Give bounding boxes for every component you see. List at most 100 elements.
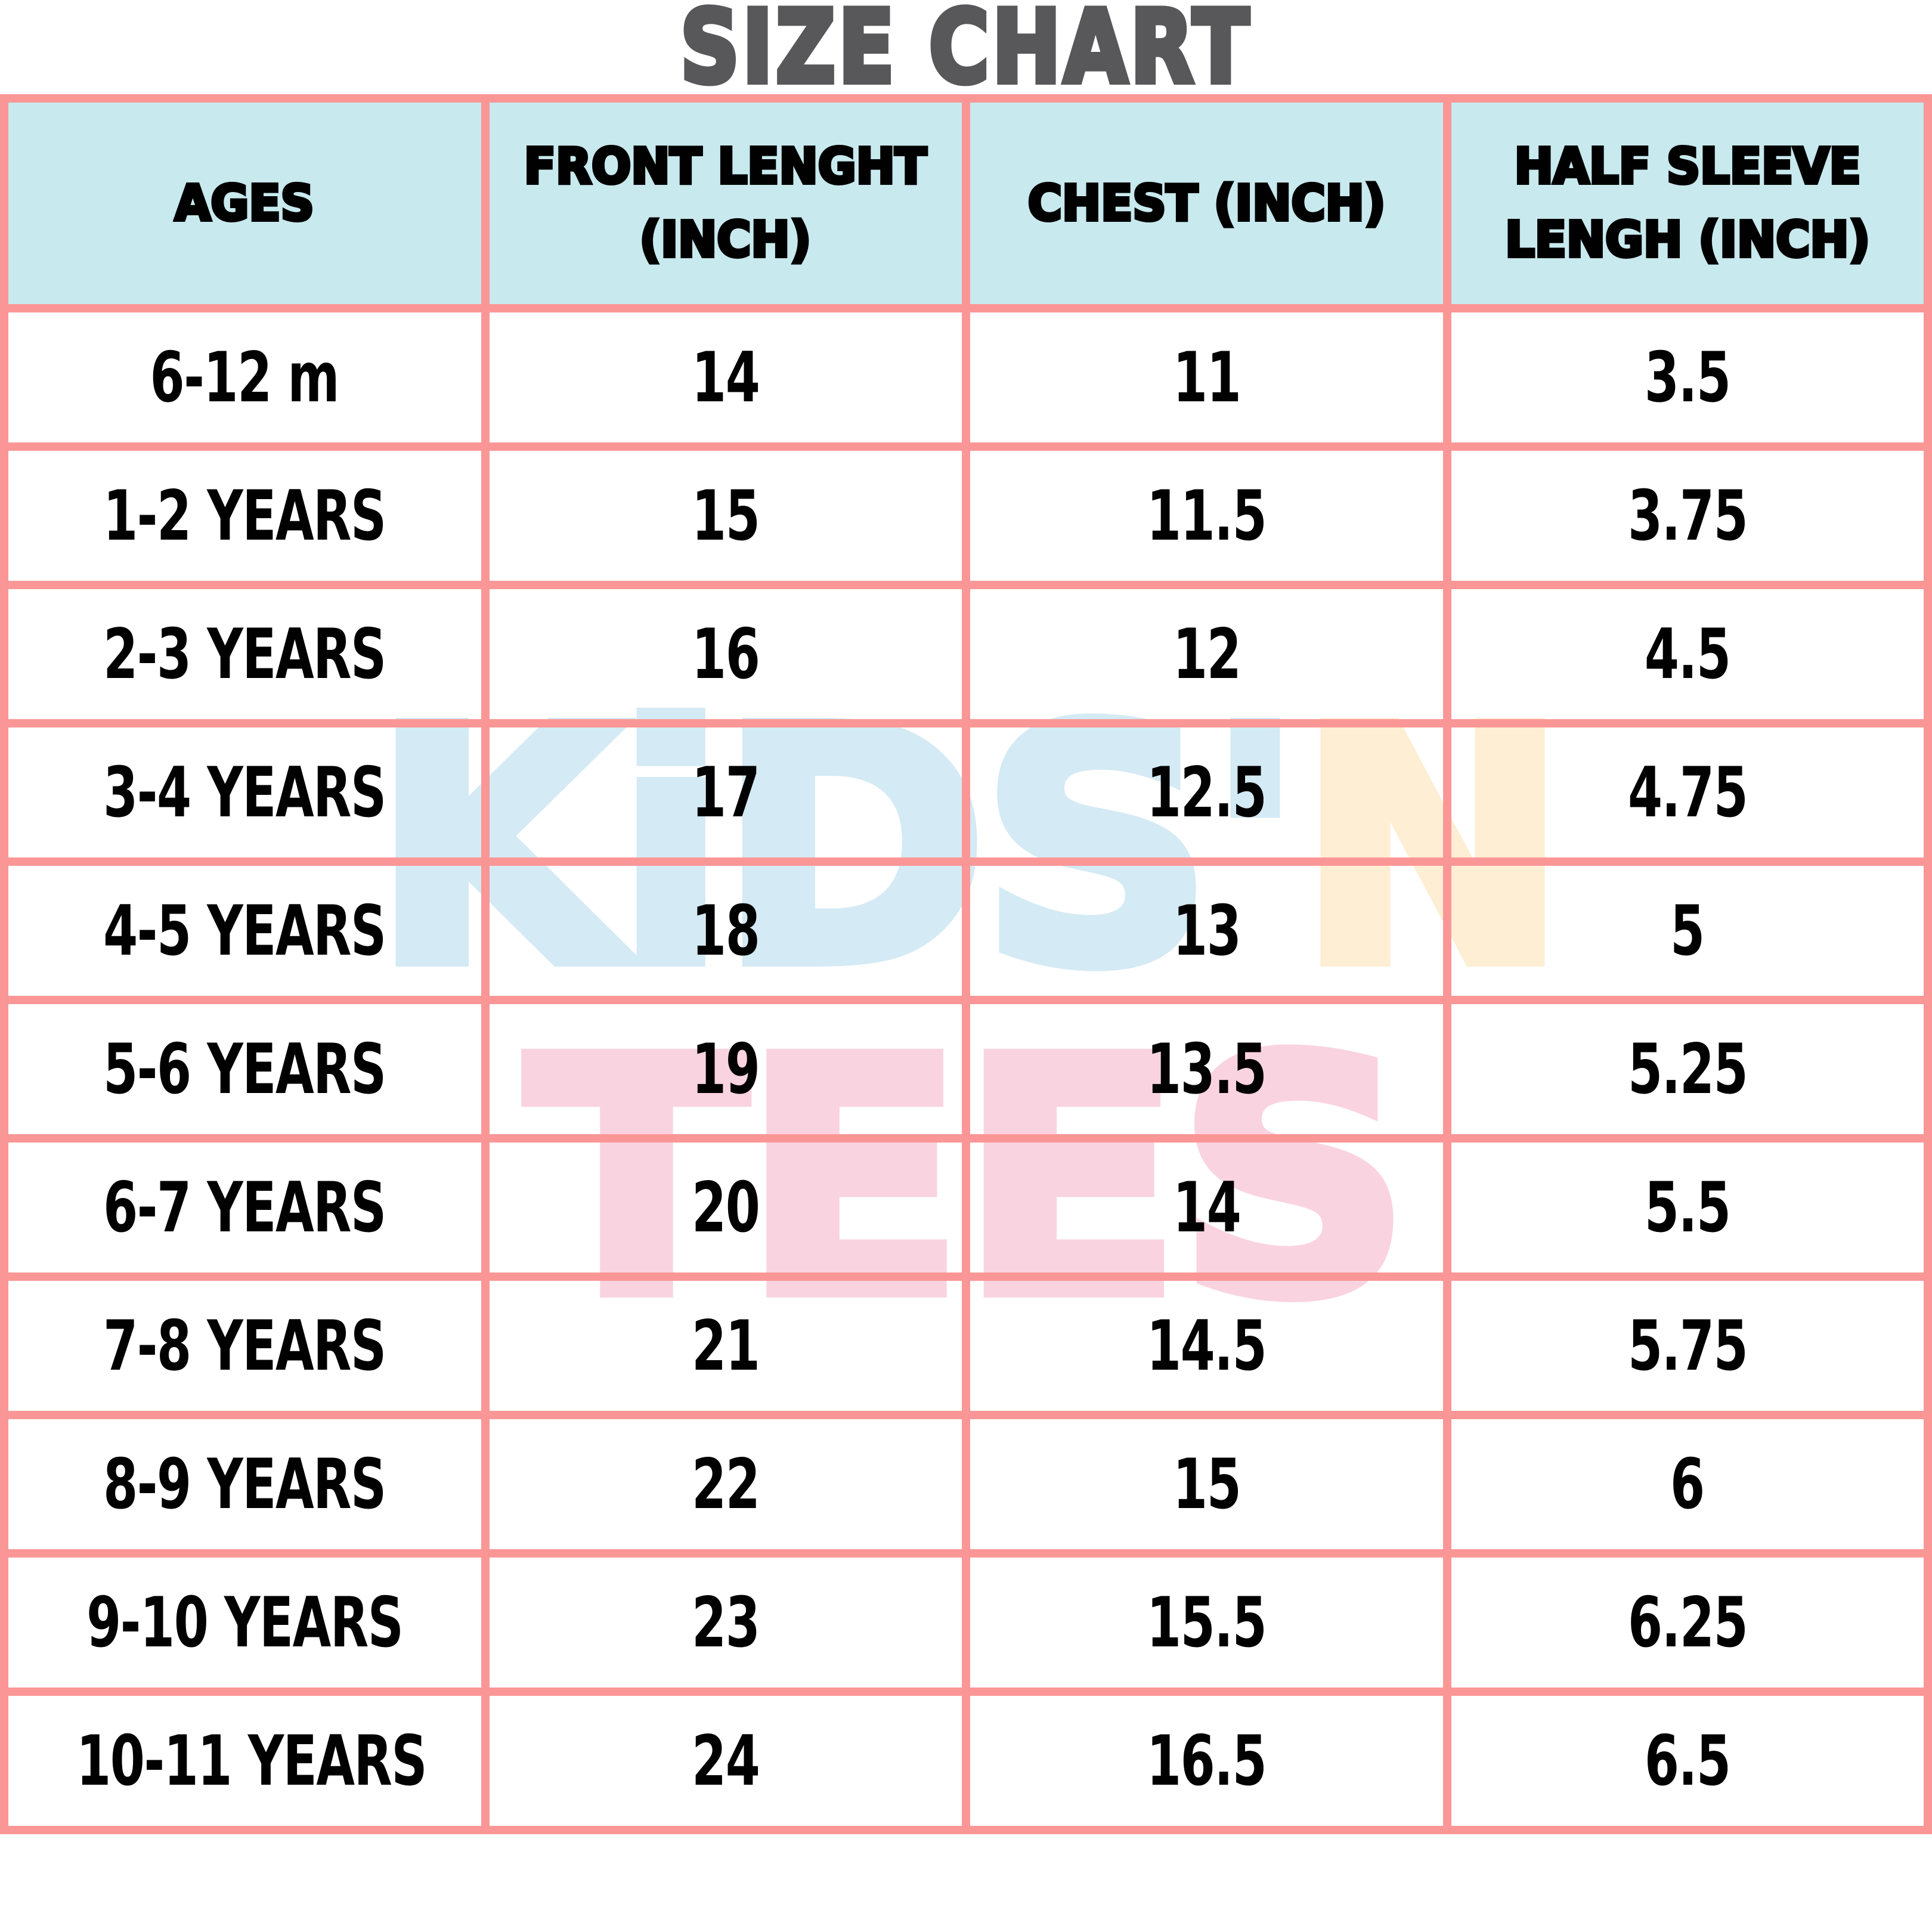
table-cell-age: 10-11 YEARS bbox=[0, 1688, 490, 1834]
table-row: 10-11 YEARS 24 16.5 6.5 bbox=[0, 1688, 1932, 1834]
column-header-label: HALF SLEEVE LENGH (INCH) bbox=[1503, 137, 1872, 270]
cell-text: 5 bbox=[1670, 890, 1705, 971]
cell-text: 15.5 bbox=[1147, 1582, 1267, 1663]
cell-text: 6-7 YEARS bbox=[103, 1167, 386, 1248]
cell-text: 20 bbox=[692, 1167, 760, 1248]
cell-text: 5.75 bbox=[1627, 1305, 1748, 1386]
table-row: 7-8 YEARS 21 14.5 5.75 bbox=[0, 1272, 1932, 1419]
table-cell-half-sleeve: 3.5 bbox=[1442, 304, 1932, 451]
cell-text: 3-4 YEARS bbox=[103, 752, 386, 833]
page-title: SIZE CHART bbox=[678, 0, 1252, 106]
table-cell-age: 6-12 m bbox=[0, 304, 490, 451]
cell-text: 13.5 bbox=[1147, 1029, 1267, 1110]
table-cell-age: 3-4 YEARS bbox=[0, 719, 490, 866]
cell-text: 5-6 YEARS bbox=[103, 1029, 386, 1110]
column-header-label: FRONT LENGHT (INCH) bbox=[522, 137, 928, 270]
table-cell-chest: 12.5 bbox=[962, 719, 1451, 866]
size-chart-table: AGES FRONT LENGHT (INCH) CHEST (INCH) HA… bbox=[0, 94, 1932, 1834]
cell-text: 4.75 bbox=[1627, 752, 1748, 833]
cell-text: 4-5 YEARS bbox=[103, 890, 386, 971]
table-cell-half-sleeve: 4.75 bbox=[1442, 719, 1932, 866]
cell-text: 16 bbox=[692, 614, 760, 695]
column-header-label: CHEST (INCH) bbox=[1026, 174, 1387, 234]
table-cell-front-length: 18 bbox=[481, 857, 970, 1004]
cell-text: 21 bbox=[692, 1305, 760, 1386]
table-row: 4-5 YEARS 18 13 5 bbox=[0, 857, 1932, 1004]
table-row: 6-7 YEARS 20 14 5.5 bbox=[0, 1134, 1932, 1281]
cell-text: 15 bbox=[1172, 1444, 1241, 1525]
cell-text: 24 bbox=[692, 1720, 760, 1801]
table-cell-half-sleeve: 5 bbox=[1442, 857, 1932, 1004]
cell-text: 14 bbox=[1172, 1167, 1241, 1248]
cell-text: 6 bbox=[1670, 1444, 1705, 1525]
table-cell-front-length: 15 bbox=[481, 442, 970, 589]
cell-text: 3.75 bbox=[1627, 475, 1748, 556]
cell-text: 11.5 bbox=[1147, 475, 1267, 556]
cell-text: 16.5 bbox=[1147, 1720, 1267, 1801]
cell-text: 12.5 bbox=[1147, 752, 1267, 833]
table-row: 9-10 YEARS 23 15.5 6.25 bbox=[0, 1549, 1932, 1696]
table-cell-age: 5-6 YEARS bbox=[0, 996, 490, 1143]
table-cell-chest: 12 bbox=[962, 581, 1451, 727]
table-cell-chest: 13 bbox=[962, 857, 1451, 1004]
table-cell-half-sleeve: 6.25 bbox=[1442, 1549, 1932, 1696]
table-cell-chest: 16.5 bbox=[962, 1688, 1451, 1834]
cell-text: 22 bbox=[692, 1444, 760, 1525]
table-cell-chest: 11 bbox=[962, 304, 1451, 451]
table-cell-half-sleeve: 5.5 bbox=[1442, 1134, 1932, 1281]
cell-text: 5.5 bbox=[1644, 1167, 1731, 1248]
table-cell-chest: 13.5 bbox=[962, 996, 1451, 1143]
table-row: 2-3 YEARS 16 12 4.5 bbox=[0, 581, 1932, 727]
cell-text: 11 bbox=[1172, 337, 1241, 418]
table-row: 8-9 YEARS 22 15 6 bbox=[0, 1411, 1932, 1558]
table-cell-front-length: 14 bbox=[481, 304, 970, 451]
cell-text: 3.5 bbox=[1644, 337, 1731, 418]
table-cell-half-sleeve: 5.75 bbox=[1442, 1272, 1932, 1419]
table-cell-front-length: 21 bbox=[481, 1272, 970, 1419]
cell-text: 7-8 YEARS bbox=[103, 1305, 386, 1386]
cell-text: 15 bbox=[692, 475, 760, 556]
table-cell-chest: 15 bbox=[962, 1411, 1451, 1558]
table-cell-chest: 14.5 bbox=[962, 1272, 1451, 1419]
cell-text: 14 bbox=[692, 337, 760, 418]
cell-text: 10-11 YEARS bbox=[76, 1720, 427, 1801]
cell-text: 13 bbox=[1172, 890, 1241, 971]
table-cell-age: 6-7 YEARS bbox=[0, 1134, 490, 1281]
table-row: 6-12 m 14 11 3.5 bbox=[0, 304, 1932, 451]
cell-text: 2-3 YEARS bbox=[103, 614, 386, 695]
table-cell-chest: 14 bbox=[962, 1134, 1451, 1281]
column-header-half-sleeve: HALF SLEEVE LENGH (INCH) bbox=[1442, 94, 1932, 312]
cell-text: 1-2 YEARS bbox=[103, 475, 386, 556]
header-row: AGES FRONT LENGHT (INCH) CHEST (INCH) HA… bbox=[0, 94, 1932, 312]
cell-text: 6.25 bbox=[1627, 1582, 1748, 1663]
table-cell-front-length: 20 bbox=[481, 1134, 970, 1281]
table-cell-age: 4-5 YEARS bbox=[0, 857, 490, 1004]
table-row: 5-6 YEARS 19 13.5 5.25 bbox=[0, 996, 1932, 1143]
table-cell-age: 1-2 YEARS bbox=[0, 442, 490, 589]
table-cell-half-sleeve: 6 bbox=[1442, 1411, 1932, 1558]
table-cell-chest: 15.5 bbox=[962, 1549, 1451, 1696]
cell-text: 12 bbox=[1172, 614, 1241, 695]
column-header-chest: CHEST (INCH) bbox=[962, 94, 1451, 312]
cell-text: 23 bbox=[692, 1582, 760, 1663]
column-header-front-length: FRONT LENGHT (INCH) bbox=[481, 94, 970, 312]
cell-text: 9-10 YEARS bbox=[86, 1582, 404, 1663]
cell-text: 4.5 bbox=[1644, 614, 1731, 695]
table-cell-half-sleeve: 3.75 bbox=[1442, 442, 1932, 589]
table-cell-age: 9-10 YEARS bbox=[0, 1549, 490, 1696]
table-cell-half-sleeve: 6.5 bbox=[1442, 1688, 1932, 1834]
table-cell-age: 2-3 YEARS bbox=[0, 581, 490, 727]
cell-text: 6-12 m bbox=[150, 337, 340, 418]
table-cell-half-sleeve: 5.25 bbox=[1442, 996, 1932, 1143]
cell-text: 8-9 YEARS bbox=[103, 1444, 386, 1525]
table-cell-front-length: 23 bbox=[481, 1549, 970, 1696]
column-header-ages: AGES bbox=[0, 94, 490, 312]
table-row: 3-4 YEARS 17 12.5 4.75 bbox=[0, 719, 1932, 866]
table-cell-front-length: 16 bbox=[481, 581, 970, 727]
table-cell-front-length: 19 bbox=[481, 996, 970, 1143]
table-cell-half-sleeve: 4.5 bbox=[1442, 581, 1932, 727]
table-row: 1-2 YEARS 15 11.5 3.75 bbox=[0, 442, 1932, 589]
table-cell-age: 8-9 YEARS bbox=[0, 1411, 490, 1558]
cell-text: 5.25 bbox=[1627, 1029, 1748, 1110]
